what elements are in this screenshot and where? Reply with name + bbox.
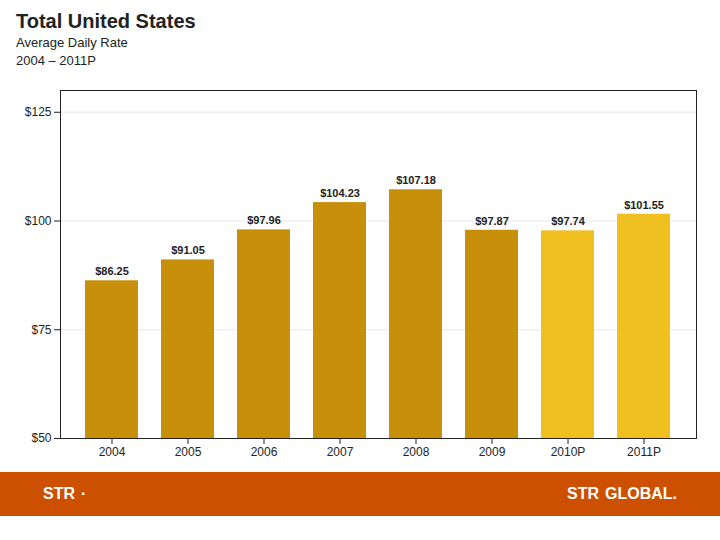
svg-text:2005: 2005 [175, 445, 202, 459]
svg-text:$97.74: $97.74 [551, 215, 586, 227]
html-text:STR: STR [43, 485, 75, 502]
html-text:GLOBAL.: GLOBAL. [605, 485, 677, 502]
svg-text:2008: 2008 [403, 445, 430, 459]
svg-text:$107.18: $107.18 [396, 174, 436, 186]
svg-text:2009: 2009 [479, 445, 506, 459]
svg-text:2004: 2004 [99, 445, 126, 459]
svg-text:2007: 2007 [327, 445, 354, 459]
svg-text:$97.87: $97.87 [475, 215, 509, 227]
svg-text:$104.23: $104.23 [320, 187, 360, 199]
html-text:2004 – 2011P: 2004 – 2011P [16, 53, 96, 68]
html-text:Average Daily Rate: Average Daily Rate [16, 35, 128, 50]
svg-text:$50: $50 [31, 431, 51, 445]
svg-text:2010P: 2010P [551, 445, 586, 459]
svg-text:$75: $75 [31, 323, 51, 337]
svg-text:2011P: 2011P [627, 445, 661, 459]
svg-text:$91.05: $91.05 [171, 244, 205, 256]
svg-text:$101.55: $101.55 [624, 199, 664, 211]
svg-text:$100: $100 [25, 214, 52, 228]
svg-text:$125: $125 [25, 105, 52, 119]
html-text:STR: STR [567, 485, 599, 502]
svg-text:$97.96: $97.96 [247, 214, 281, 226]
svg-text:$86.25: $86.25 [95, 265, 129, 277]
svg-text:2006: 2006 [251, 445, 278, 459]
html-text:Total United States: Total United States [16, 10, 196, 32]
